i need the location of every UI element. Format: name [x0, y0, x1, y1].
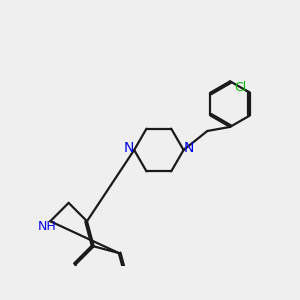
Text: N: N [184, 141, 194, 155]
Text: Cl: Cl [234, 81, 247, 94]
Text: NH: NH [38, 220, 56, 233]
Text: N: N [123, 141, 134, 155]
